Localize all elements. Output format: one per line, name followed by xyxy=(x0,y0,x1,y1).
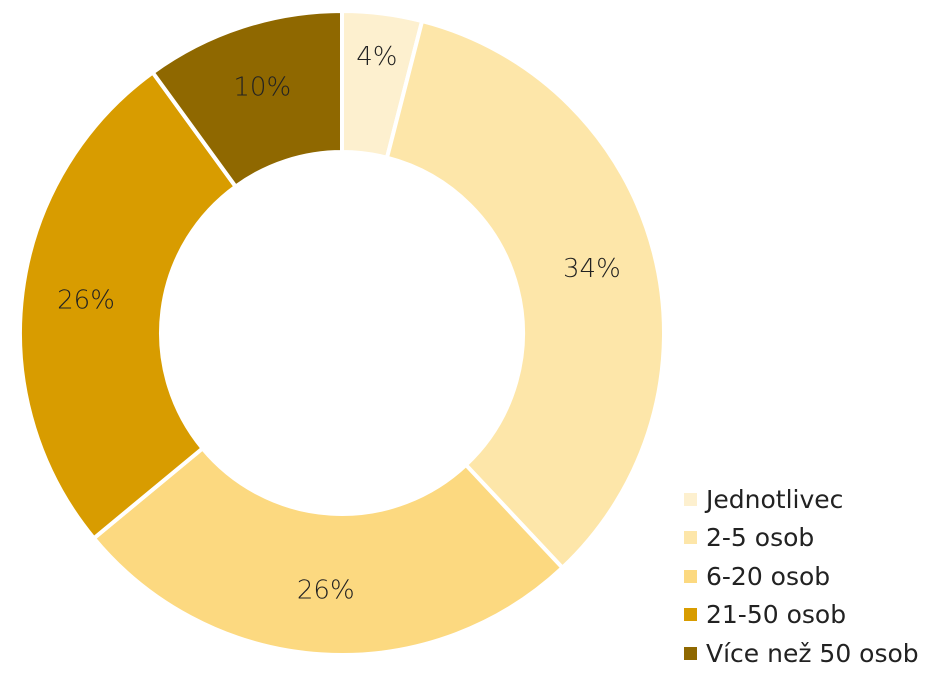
donut-slices xyxy=(18,8,666,657)
legend-swatch-6-20-osob xyxy=(684,569,697,583)
legend-item-2-5-osob: 2-5 osob xyxy=(684,519,919,558)
legend-item-6-20-osob: 6-20 osob xyxy=(684,557,919,596)
legend-swatch-vice-nez-50-osob xyxy=(684,646,697,660)
legend-item-jednotlivec: Jednotlivec xyxy=(684,480,919,519)
legend-item-21-50-osob: 21-50 osob xyxy=(684,596,919,635)
legend-swatch-jednotlivec xyxy=(684,492,697,506)
legend-label-vice-nez-50-osob: Více než 50 osob xyxy=(706,638,919,668)
legend-label-jednotlivec: Jednotlivec xyxy=(706,484,844,514)
slice-21-50-osob xyxy=(18,69,239,542)
legend-swatch-21-50-osob xyxy=(684,608,697,622)
data-label-21-50-osob: 26% xyxy=(57,286,115,316)
legend-item-vice-nez-50-osob: Více než 50 osob xyxy=(684,634,919,673)
donut-data-labels: 4% 34% 26% 26% 10% xyxy=(57,42,621,605)
slice-vice-nez-50-osob xyxy=(149,8,344,190)
legend-label-2-5-osob: 2-5 osob xyxy=(706,523,815,553)
data-label-vice-nez-50-osob: 10% xyxy=(233,73,291,103)
data-label-2-5-osob: 34% xyxy=(563,254,621,284)
legend-swatch-2-5-osob xyxy=(684,531,697,545)
slice-6-20-osob xyxy=(91,445,566,657)
data-label-jednotlivec: 4% xyxy=(356,42,397,72)
legend-label-6-20-osob: 6-20 osob xyxy=(706,561,831,591)
data-label-6-20-osob: 26% xyxy=(297,575,355,605)
slice-2-5-osob xyxy=(384,18,666,571)
legend: Jednotlivec 2-5 osob 6-20 osob 21-50 oso… xyxy=(684,480,919,673)
legend-label-21-50-osob: 21-50 osob xyxy=(706,600,847,630)
